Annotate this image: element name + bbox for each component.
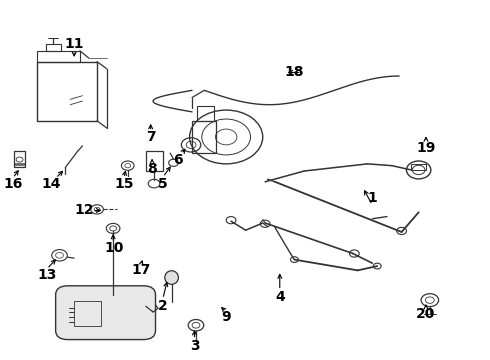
Text: 9: 9 [221, 310, 231, 324]
Text: 1: 1 [368, 191, 377, 205]
Text: 17: 17 [131, 264, 150, 277]
Text: 19: 19 [416, 141, 436, 155]
Ellipse shape [165, 271, 178, 284]
Text: 4: 4 [275, 289, 285, 303]
Text: 3: 3 [190, 339, 199, 353]
Text: 11: 11 [64, 37, 84, 51]
Text: 14: 14 [41, 177, 60, 190]
Text: 16: 16 [3, 177, 23, 190]
Text: 13: 13 [37, 268, 56, 282]
Text: 20: 20 [416, 307, 436, 321]
Text: 7: 7 [146, 130, 155, 144]
Text: 5: 5 [158, 177, 168, 190]
FancyBboxPatch shape [56, 286, 155, 339]
Text: 15: 15 [114, 177, 134, 190]
Text: 8: 8 [147, 162, 157, 176]
Bar [146, 151, 163, 171]
Bar [74, 301, 101, 326]
Text: 2: 2 [158, 298, 168, 312]
Text: 10: 10 [104, 241, 124, 255]
Text: 12: 12 [74, 203, 94, 217]
Text: 6: 6 [172, 153, 182, 167]
Bar [14, 164, 25, 167]
Text: 18: 18 [285, 66, 304, 80]
